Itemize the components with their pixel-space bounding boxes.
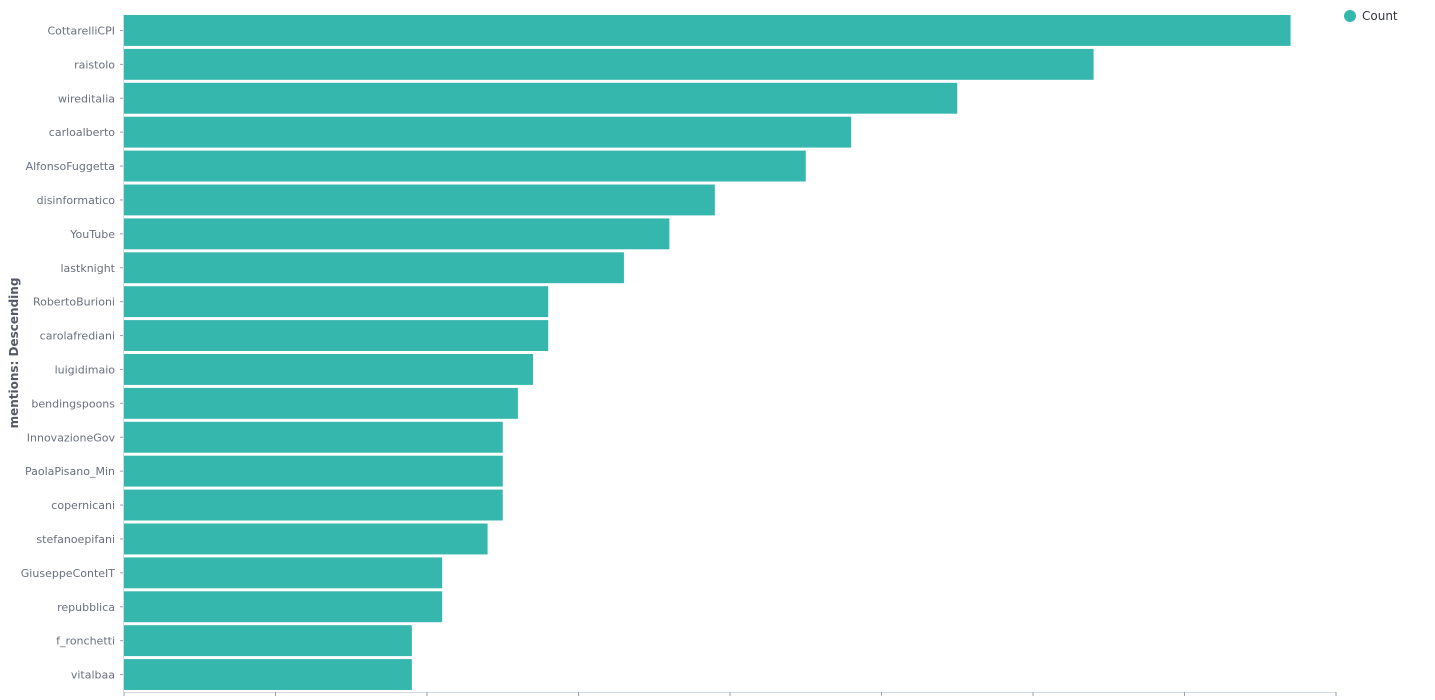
y-tick-label: carolafrediani [40, 330, 115, 343]
bar-wireditalia[interactable] [124, 82, 958, 114]
bar-bendingspoons[interactable] [124, 387, 518, 419]
bar-stefanoepifani[interactable] [124, 523, 488, 555]
y-tick-label: f_ronchetti [56, 635, 115, 648]
bar-disinformatico[interactable] [124, 184, 715, 216]
bar-InnovazioneGov[interactable] [124, 421, 503, 453]
legend[interactable]: Count [1344, 9, 1398, 23]
y-tick-label: PaolaPisano_Min [25, 465, 115, 478]
y-tick-label: bendingspoons [31, 397, 115, 410]
y-tick-label: disinformatico [37, 194, 116, 207]
bar-GiuseppeConteIT[interactable] [124, 557, 443, 589]
legend-label-count: Count [1362, 9, 1398, 23]
bar-lastknight[interactable] [124, 252, 624, 284]
y-axis-title: mentions: Descending [7, 278, 21, 429]
bar-vitalbaa[interactable] [124, 659, 412, 690]
bar-carolafrediani[interactable] [124, 320, 549, 351]
bar-YouTube[interactable] [124, 218, 670, 250]
y-tick-label: carloalberto [49, 126, 115, 139]
bar-carloalberto[interactable] [124, 116, 852, 148]
y-tick-label: InnovazioneGov [27, 431, 116, 444]
y-tick-label: RobertoBurioni [33, 296, 115, 309]
bar-CottarelliCPI[interactable] [124, 15, 1291, 46]
bar-repubblica[interactable] [124, 591, 443, 623]
y-tick-label: YouTube [69, 228, 115, 241]
bar-luigidimaio[interactable] [124, 354, 534, 385]
y-tick-label: copernicani [51, 499, 115, 512]
y-tick-label: luigidimaio [55, 363, 116, 376]
bar-RobertoBurioni[interactable] [124, 286, 549, 318]
bar-raistolo[interactable] [124, 48, 1094, 80]
y-tick-label: stefanoepifani [36, 533, 115, 546]
y-tick-label: vitalbaa [71, 669, 115, 682]
legend-swatch [1344, 10, 1356, 22]
y-tick-label: GiuseppeConteIT [21, 567, 115, 580]
y-tick-label: lastknight [60, 262, 115, 275]
bar-copernicani[interactable] [124, 489, 503, 521]
y-tick-label: raistolo [74, 58, 115, 71]
y-tick-label: AlfonsoFuggetta [26, 160, 115, 173]
y-tick-label: CottarelliCPI [47, 24, 115, 37]
bar-AlfonsoFuggetta[interactable] [124, 150, 806, 182]
bar-f_ronchetti[interactable] [124, 625, 412, 657]
y-tick-label: wireditalia [58, 92, 115, 105]
bar-PaolaPisano_Min[interactable] [124, 455, 503, 487]
y-tick-label: repubblica [57, 601, 115, 614]
